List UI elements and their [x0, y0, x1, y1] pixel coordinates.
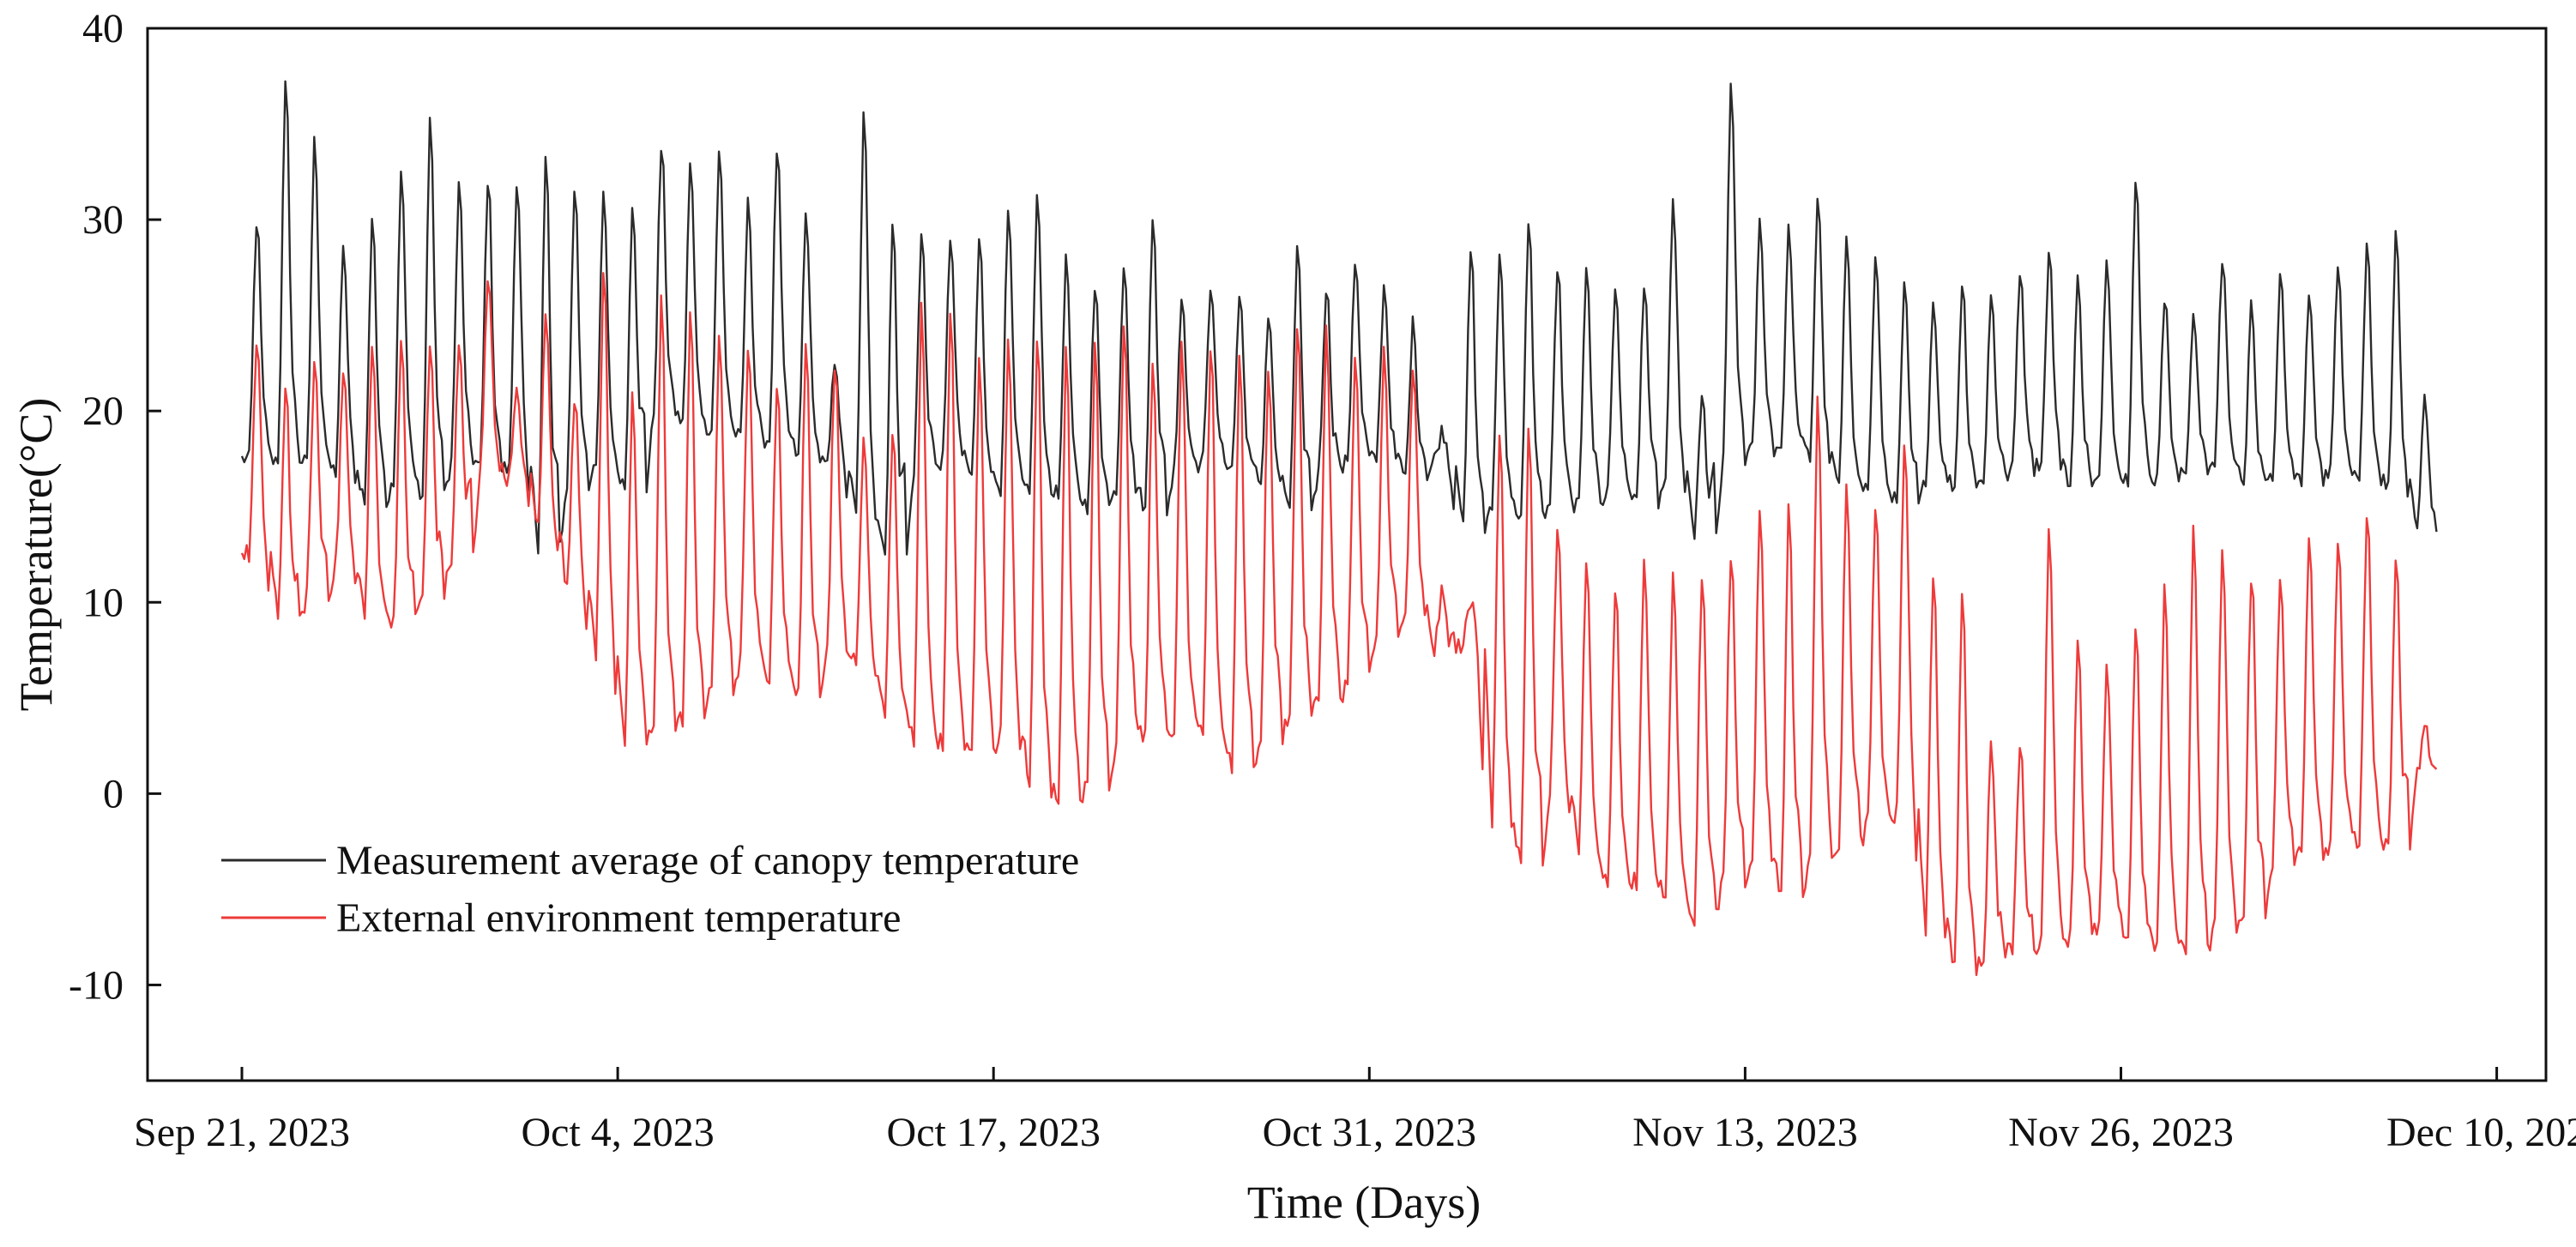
legend-label-external: External environment temperature: [336, 895, 901, 941]
x-tick-label: Oct 4, 2023: [521, 1110, 714, 1155]
x-tick-label: Oct 17, 2023: [887, 1110, 1101, 1155]
y-tick-label: 40: [82, 6, 124, 51]
y-tick-label: -10: [69, 962, 124, 1008]
series-line-canopy: [240, 80, 2438, 556]
plot-frame: [146, 27, 2548, 1082]
y-axis-title: Temperature(°C): [10, 398, 62, 712]
series-line-external: [240, 272, 2438, 977]
axes-layer: -10 0 10 20 30 40 Sep 21, 2023 Oct 4, 2023 Oct 1…: [10, 6, 2576, 1228]
y-tick-label: 20: [82, 389, 124, 434]
y-tick-label: 30: [82, 197, 124, 243]
x-axis-title: Time (Days): [1247, 1177, 1481, 1228]
x-tick-label: Oct 31, 2023: [1263, 1110, 1476, 1155]
legend-label-canopy: Measurement average of canopy temperatur…: [336, 838, 1079, 883]
x-tick-label: Sep 21, 2023: [134, 1110, 350, 1155]
x-tick-label: Nov 13, 2023: [1632, 1110, 1858, 1155]
legend: Measurement average of canopy temperatur…: [221, 838, 1079, 941]
y-tick-label: 0: [103, 771, 124, 816]
x-tick-label: Nov 26, 2023: [2008, 1110, 2234, 1155]
y-tick-label: 10: [82, 580, 124, 625]
series-layer: [240, 80, 2438, 977]
x-tick-label: Dec 10, 2023: [2386, 1110, 2576, 1155]
